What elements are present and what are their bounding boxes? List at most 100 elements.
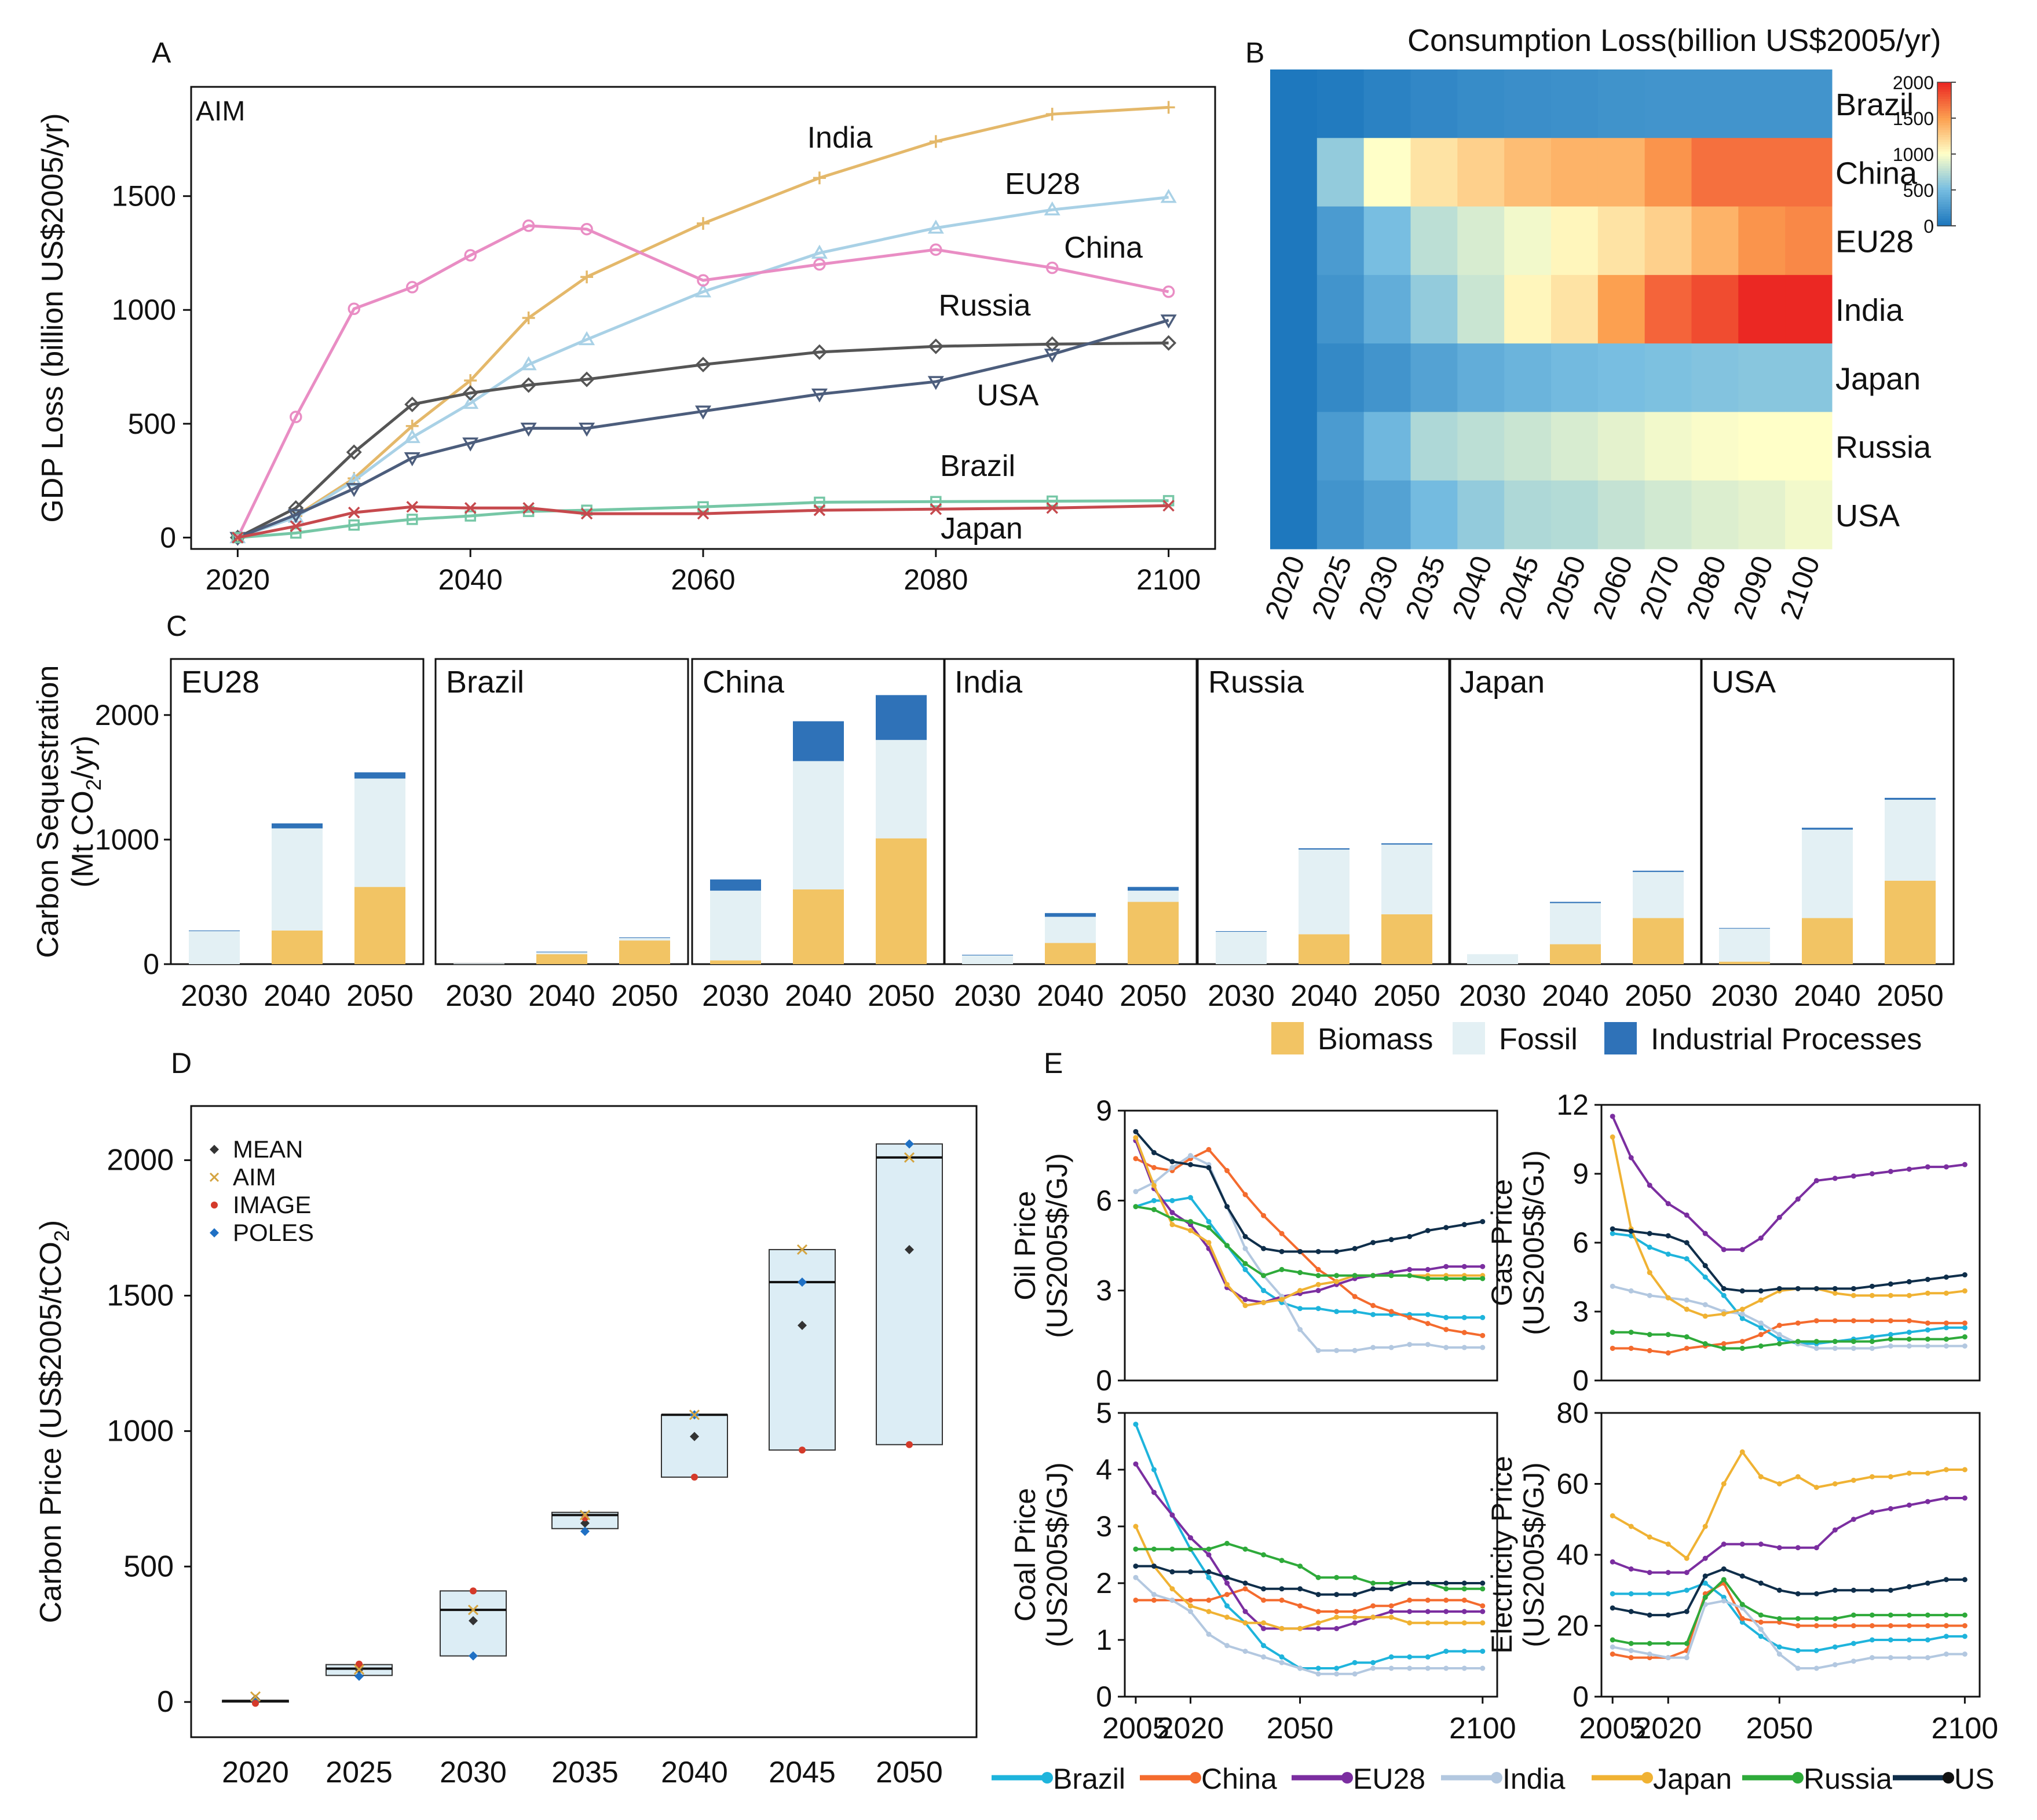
- marker-eu28: [346, 472, 363, 486]
- heat-cell: [1316, 206, 1365, 276]
- marker-usa: [927, 376, 944, 390]
- point-russia: [1388, 1273, 1394, 1279]
- point-india: [1888, 1655, 1893, 1661]
- colorbar-segment: [1937, 187, 1951, 191]
- line-coal-brazil: [1135, 1423, 1483, 1669]
- point-usa: [1795, 1591, 1801, 1596]
- point-eu28: [1242, 1297, 1248, 1302]
- point-brazil: [1133, 1422, 1139, 1427]
- point-china: [1315, 1609, 1321, 1614]
- heat-cell: [1410, 412, 1458, 481]
- heat-cell: [1363, 138, 1411, 207]
- point-india: [1334, 1671, 1340, 1677]
- image-point: [906, 1441, 913, 1448]
- point-brazil: [1206, 1219, 1212, 1225]
- point-russia: [1370, 1580, 1376, 1586]
- point-russia: [1443, 1586, 1449, 1592]
- point-japan: [1388, 1614, 1394, 1620]
- point-china: [1242, 1586, 1248, 1592]
- row-label-eu28: EU28: [1835, 225, 1914, 259]
- point-india: [1925, 1343, 1930, 1349]
- point-eu28: [1425, 1609, 1431, 1614]
- point-brazil: [1758, 1634, 1764, 1639]
- legend-label-biomass: Biomass: [1318, 1023, 1433, 1056]
- bar-fossil: [1381, 844, 1432, 914]
- point-japan: [1425, 1620, 1431, 1626]
- point-india: [1224, 1643, 1230, 1649]
- image-point: [691, 1473, 698, 1481]
- bar-industrial: [1216, 931, 1267, 932]
- point-china: [1869, 1623, 1875, 1628]
- marker-brazil: [814, 496, 825, 508]
- colorbar-segment: [1937, 147, 1951, 150]
- point-eu28: [1425, 1266, 1431, 1272]
- heat-cell: [1504, 343, 1552, 412]
- marker-russia: [462, 385, 478, 401]
- point-japan: [1962, 1467, 1967, 1473]
- point-brazil: [1925, 1637, 1930, 1643]
- heat-cell: [1597, 69, 1645, 138]
- y-tick-label: 40: [1556, 1539, 1589, 1571]
- bar-industrial: [536, 951, 587, 953]
- colorbar-segment: [1937, 123, 1951, 126]
- point-usa: [1721, 1286, 1727, 1291]
- aim-point: [467, 1605, 479, 1616]
- point-eu28: [1610, 1559, 1615, 1565]
- point-china: [1628, 1655, 1634, 1661]
- point-russia: [1461, 1586, 1467, 1592]
- bar-fossil: [619, 938, 670, 941]
- point-brazil: [1943, 1325, 1949, 1331]
- y-tick-label: 1500: [112, 180, 176, 213]
- point-russia: [1297, 1270, 1303, 1276]
- colorbar-segment: [1937, 216, 1951, 219]
- legend-label-us: US: [1954, 1763, 1994, 1795]
- y-tick-label: 6: [1096, 1184, 1112, 1217]
- point-japan: [1352, 1614, 1358, 1620]
- point-usa: [1388, 1586, 1394, 1592]
- marker-usa: [811, 388, 828, 403]
- point-russia: [1684, 1334, 1689, 1340]
- point-japan: [1133, 1135, 1139, 1141]
- heat-cell: [1316, 343, 1365, 412]
- series-label-brazil: Brazil: [940, 449, 1015, 483]
- heat-cell: [1644, 206, 1692, 276]
- x-tick-label: 2030: [1459, 979, 1526, 1013]
- image-point: [470, 1587, 477, 1595]
- legend-label-fossil: Fossil: [1499, 1023, 1578, 1056]
- point-russia: [1297, 1563, 1303, 1569]
- point-china: [1206, 1597, 1212, 1603]
- point-russia: [1370, 1273, 1376, 1279]
- heat-cell: [1457, 206, 1505, 276]
- series-label-japan: Japan: [941, 512, 1023, 545]
- point-japan: [1610, 1513, 1615, 1519]
- facet-title-china: China: [703, 665, 785, 700]
- point-russia: [1334, 1574, 1340, 1580]
- point-india: [1261, 1654, 1267, 1660]
- point-russia: [1242, 1261, 1248, 1266]
- point-japan: [1943, 1467, 1949, 1473]
- series-label-russia: Russia: [939, 289, 1031, 323]
- point-india: [1906, 1343, 1912, 1349]
- heat-cell: [1691, 138, 1739, 207]
- point-brazil: [1370, 1660, 1376, 1665]
- point-china: [1224, 1592, 1230, 1598]
- colorbar-segment: [1937, 221, 1951, 224]
- point-brazil: [1334, 1665, 1340, 1671]
- x-tick-label: 2030: [702, 979, 769, 1013]
- point-usa: [1461, 1580, 1467, 1586]
- point-india: [1388, 1665, 1394, 1671]
- marker-eu28: [579, 331, 595, 346]
- point-usa: [1187, 1162, 1193, 1167]
- line-eu28: [237, 196, 1169, 539]
- facet-title-russia: Russia: [1208, 665, 1304, 700]
- legend-dot-us: [1943, 1772, 1954, 1784]
- heatmap-title: Consumption Loss(billion US$2005/yr): [1407, 23, 1941, 58]
- bar-biomass: [536, 954, 587, 964]
- point-china: [1739, 1339, 1745, 1345]
- point-usa: [1925, 1580, 1930, 1586]
- legend-dot-india: [1491, 1772, 1502, 1784]
- point-eu28: [1443, 1264, 1449, 1269]
- x-tick-label: 2020: [222, 1756, 289, 1789]
- point-russia: [1151, 1207, 1157, 1213]
- x-tick-label: 2050: [868, 979, 935, 1013]
